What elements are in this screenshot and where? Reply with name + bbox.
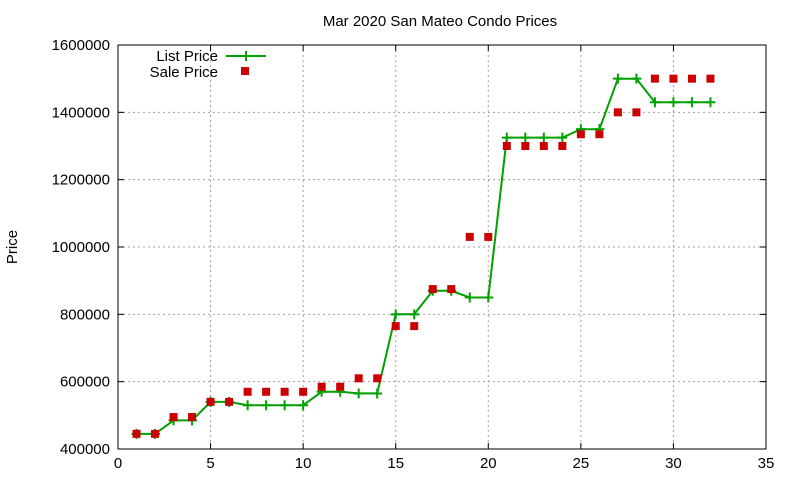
sale-price-point: [262, 387, 271, 396]
x-tick-label: 35: [758, 455, 775, 472]
sale-price-point: [539, 142, 548, 150]
list-price-point: [501, 132, 512, 143]
y-tick-label: 600000: [60, 374, 110, 391]
legend-label-sale-price: Sale Price: [150, 64, 218, 81]
list-price-point: [242, 400, 253, 411]
sale-price-point: [558, 142, 567, 150]
sale-price-point: [613, 108, 622, 117]
sale-price-point: [502, 142, 511, 150]
chart-title: Mar 2020 San Mateo Condo Prices: [323, 13, 557, 30]
sale-price-point: [410, 322, 419, 331]
y-axis-label: Price: [4, 230, 21, 264]
legend: List Price Sale Price: [150, 48, 266, 81]
sale-price-point: [632, 108, 641, 117]
ticks: 0 5 10 15 20 25 30 35 400000 600000 800000 1000000 1…: [52, 37, 775, 472]
x-tick-label: 25: [573, 455, 590, 472]
x-tick-label: 5: [206, 455, 214, 472]
sale-price-point: [521, 142, 530, 150]
sale-price-point: [132, 429, 141, 438]
list-price-point: [557, 132, 568, 143]
list-price-point: [298, 400, 309, 411]
sale-price-point: [373, 374, 382, 383]
sale-price-point: [317, 382, 326, 391]
sale-price-point: [669, 74, 678, 83]
list-price-line: [136, 77, 711, 435]
y-tick-label: 800000: [60, 306, 110, 323]
x-tick-label: 10: [295, 455, 312, 472]
sale-price-point: [687, 74, 696, 83]
list-price-point: [686, 97, 697, 108]
list-price-point: [353, 388, 364, 399]
grid: [118, 45, 766, 449]
list-price-point: [612, 73, 623, 84]
legend-marker-sale-price: [241, 67, 249, 75]
list-price-point: [372, 388, 383, 399]
sale-price-point: [299, 387, 308, 396]
y-tick-label: 1200000: [52, 172, 110, 189]
list-price-point: [279, 400, 290, 411]
sale-price-point: [354, 374, 363, 383]
sale-price-point: [595, 130, 604, 139]
sale-price-point: [465, 232, 474, 241]
list-price-point: [538, 132, 549, 143]
x-tick-label: 20: [480, 455, 497, 472]
list-price-point: [520, 132, 531, 143]
list-price-point: [261, 400, 272, 411]
legend-marker-list-price: [241, 51, 251, 61]
list-price-point: [464, 292, 475, 303]
sale-price-point: [243, 387, 252, 396]
x-tick-label: 30: [665, 455, 682, 472]
sale-price-point: [206, 397, 215, 406]
y-tick-label: 1400000: [52, 104, 110, 121]
y-tick-label: 400000: [60, 441, 110, 458]
x-tick-label: 0: [114, 455, 122, 472]
x-tick-label: 15: [387, 455, 404, 472]
series: [131, 73, 716, 439]
sale-price-point: [706, 74, 715, 83]
list-price-point: [409, 309, 420, 320]
sale-price-point: [391, 322, 400, 331]
list-price-point: [668, 97, 679, 108]
y-tick-label: 1000000: [52, 239, 110, 256]
list-price-point: [649, 97, 660, 108]
list-price-point: [705, 97, 716, 108]
y-tick-label: 1600000: [52, 37, 110, 54]
sale-price-point: [650, 74, 659, 83]
sale-price-point: [188, 413, 197, 422]
legend-label-list-price: List Price: [156, 48, 218, 65]
sale-price-point: [336, 382, 345, 391]
sale-price-point: [225, 397, 234, 406]
sale-price-point: [576, 130, 585, 139]
sale-price-point: [169, 413, 178, 422]
list-price-point: [390, 309, 401, 320]
list-price-point: [483, 292, 494, 303]
sale-price-point: [428, 285, 437, 294]
sale-price-point: [484, 232, 493, 241]
list-price-point: [631, 73, 642, 84]
sale-price-point: [280, 387, 289, 396]
sale-price-point: [447, 285, 456, 294]
sale-price-point: [151, 429, 160, 438]
